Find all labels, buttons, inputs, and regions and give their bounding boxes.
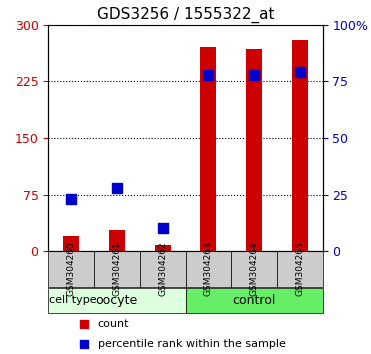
Bar xyxy=(109,230,125,251)
Text: GSM304260: GSM304260 xyxy=(67,242,76,296)
FancyBboxPatch shape xyxy=(186,251,231,287)
Bar xyxy=(200,47,216,251)
Text: GSM304261: GSM304261 xyxy=(112,242,121,296)
Bar xyxy=(155,245,171,251)
FancyBboxPatch shape xyxy=(48,251,94,287)
Point xyxy=(297,69,303,75)
Text: GSM304262: GSM304262 xyxy=(158,242,167,296)
FancyBboxPatch shape xyxy=(94,251,140,287)
Text: GSM304265: GSM304265 xyxy=(295,242,304,296)
Point xyxy=(251,72,257,78)
Point xyxy=(206,72,211,78)
Text: count: count xyxy=(98,319,129,329)
FancyBboxPatch shape xyxy=(48,287,186,313)
Point xyxy=(114,185,120,190)
Text: oocyte: oocyte xyxy=(96,294,138,307)
FancyBboxPatch shape xyxy=(186,287,323,313)
Bar xyxy=(63,236,79,251)
Text: GSM304264: GSM304264 xyxy=(250,242,259,296)
FancyBboxPatch shape xyxy=(231,251,277,287)
Bar xyxy=(246,49,262,251)
Point xyxy=(81,321,87,327)
FancyBboxPatch shape xyxy=(277,251,323,287)
Text: control: control xyxy=(233,294,276,307)
Point xyxy=(68,196,74,202)
FancyBboxPatch shape xyxy=(140,251,186,287)
Text: cell type: cell type xyxy=(49,295,97,305)
Point xyxy=(160,225,165,231)
Point xyxy=(81,341,87,347)
Title: GDS3256 / 1555322_at: GDS3256 / 1555322_at xyxy=(97,7,274,23)
Bar xyxy=(292,40,308,251)
Text: GSM304263: GSM304263 xyxy=(204,242,213,296)
Text: percentile rank within the sample: percentile rank within the sample xyxy=(98,339,286,349)
